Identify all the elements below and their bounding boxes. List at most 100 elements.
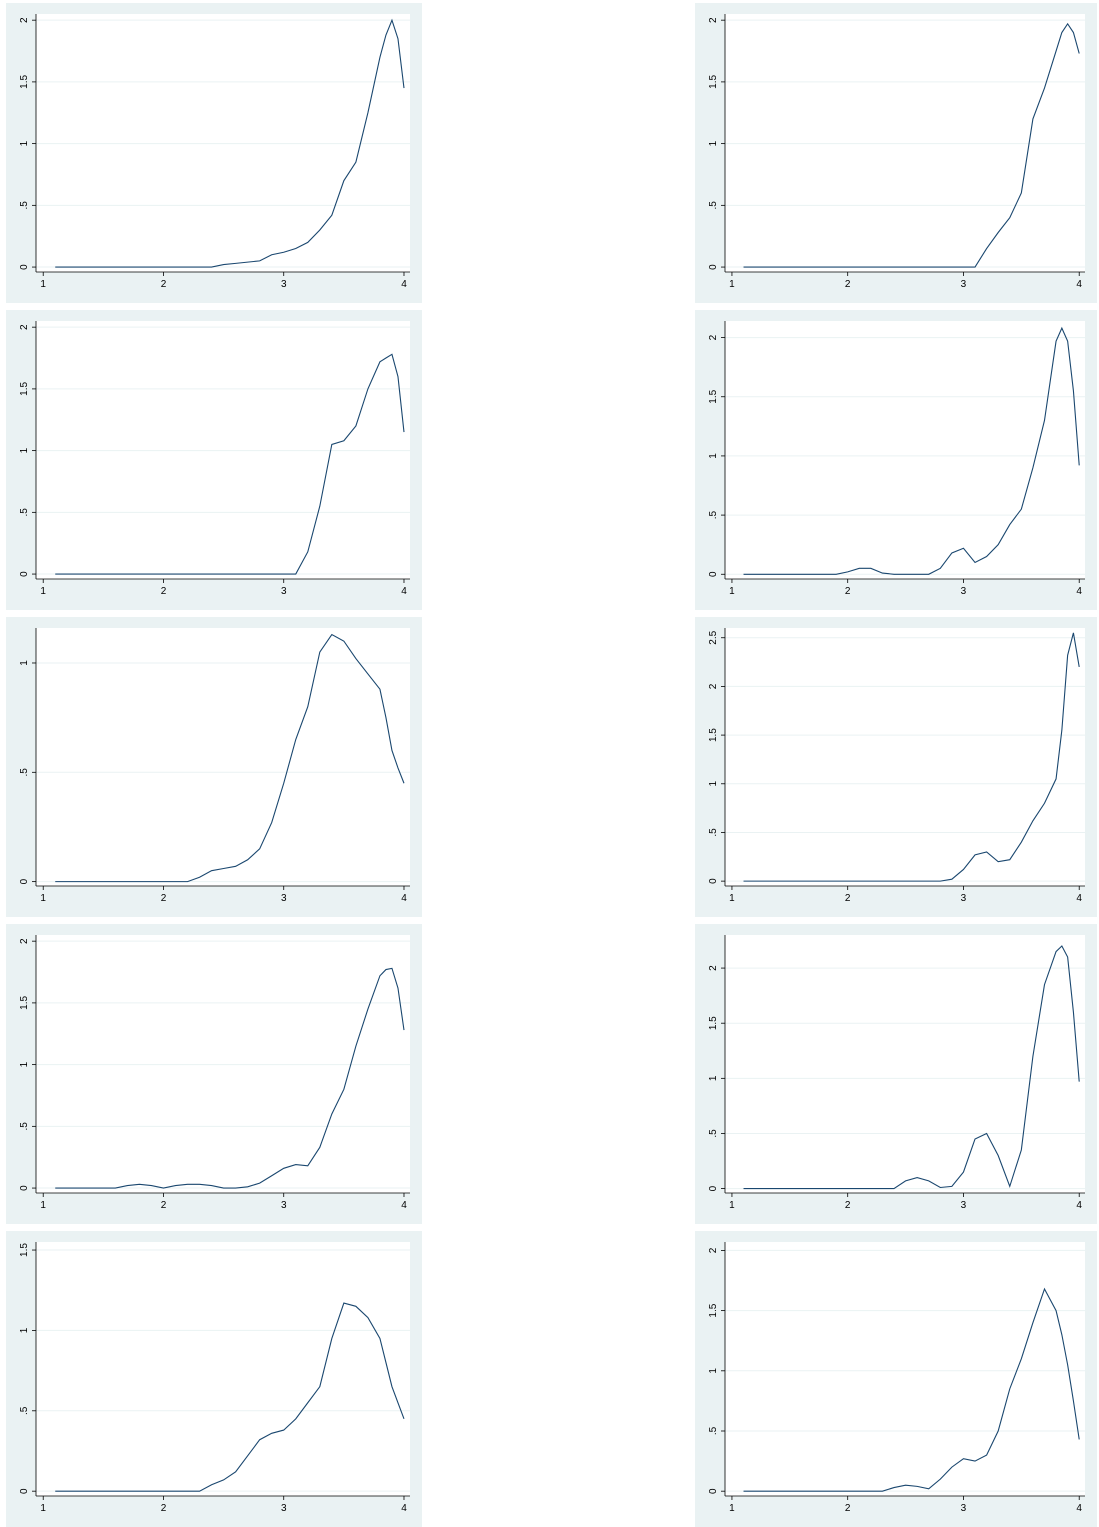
x-tick-label: 4 — [401, 893, 407, 904]
panel: 0 .5 1 1.5 2 1 2 3 4 — [6, 3, 422, 303]
plot-area — [725, 628, 1085, 886]
panel: 0 .5 1 1.5 2 1 2 3 4 — [695, 1231, 1097, 1527]
y-tick-label: 2 — [19, 324, 30, 330]
x-tick-label: 4 — [1076, 586, 1082, 597]
x-tick-label: 3 — [281, 279, 287, 290]
density-line — [743, 1287, 1080, 1492]
panel: 0 .5 1 1.5 2 1 2 3 4 — [695, 3, 1097, 303]
plot-area — [725, 935, 1085, 1193]
panel: 0 .5 1 1 2 3 4 — [6, 617, 422, 917]
y-tick-label: 1 — [708, 1075, 719, 1081]
x-tick-label: 2 — [161, 1200, 167, 1211]
y-tick-label: 2 — [708, 1247, 719, 1253]
y-tick-label: 1.5 — [708, 728, 719, 742]
y-tick-label: 1 — [19, 1327, 30, 1333]
x-tick-label: 2 — [845, 586, 851, 597]
y-tick-label: 0 — [708, 1185, 719, 1191]
x-tick-label: 4 — [401, 1503, 407, 1514]
x-tick-label: 1 — [40, 1503, 46, 1514]
x-tick-label: 1 — [40, 586, 46, 597]
panel: 0 .5 1 1.5 2 1 2 3 4 — [695, 924, 1097, 1224]
y-tick-label: 1.5 — [19, 382, 30, 396]
density-line — [743, 22, 1080, 268]
x-tick-label: 3 — [961, 586, 967, 597]
density-line — [743, 945, 1080, 1190]
y-tick-label: .5 — [19, 508, 30, 517]
x-tick-label: 1 — [40, 893, 46, 904]
plot-area — [36, 628, 410, 886]
y-tick-label: 2 — [19, 17, 30, 23]
panel: 0 .5 1 1.5 2 1 2 3 4 — [695, 310, 1097, 610]
x-tick-label: 3 — [961, 1503, 967, 1514]
x-tick-label: 4 — [1076, 893, 1082, 904]
y-tick-label: 0 — [708, 878, 719, 884]
y-tick-label: 2 — [708, 334, 719, 340]
x-tick-label: 2 — [845, 279, 851, 290]
y-tick-label: 1.5 — [708, 1016, 719, 1030]
y-tick-label: 0 — [708, 264, 719, 270]
y-tick-label: 1 — [708, 140, 719, 146]
plot-area — [725, 14, 1085, 272]
y-tick-label: .5 — [708, 1426, 719, 1435]
x-tick-label: 1 — [729, 279, 735, 290]
x-tick-label: 2 — [161, 279, 167, 290]
x-tick-label: 4 — [401, 586, 407, 597]
y-tick-label: .5 — [19, 1122, 30, 1131]
x-tick-label: 2 — [845, 1503, 851, 1514]
y-tick-label: 1 — [708, 1368, 719, 1374]
x-tick-label: 3 — [281, 893, 287, 904]
x-tick-label: 3 — [961, 279, 967, 290]
y-tick-label: .5 — [708, 1129, 719, 1138]
x-tick-label: 2 — [161, 893, 167, 904]
y-tick-label: .5 — [19, 201, 30, 210]
y-tick-label: 2 — [19, 938, 30, 944]
x-tick-label: 2 — [161, 1503, 167, 1514]
plot-area — [36, 1242, 410, 1496]
plot-area — [36, 935, 410, 1193]
x-tick-label: 4 — [401, 1200, 407, 1211]
x-tick-label: 4 — [1076, 1200, 1082, 1211]
x-tick-label: 1 — [40, 1200, 46, 1211]
x-tick-label: 4 — [401, 279, 407, 290]
y-tick-label: 2 — [708, 965, 719, 971]
density-line — [55, 353, 405, 575]
y-tick-label: 2 — [708, 683, 719, 689]
density-line — [55, 1302, 405, 1492]
y-tick-label: .5 — [19, 1406, 30, 1415]
x-tick-label: 4 — [1076, 279, 1082, 290]
y-tick-label: 1 — [19, 1061, 30, 1067]
y-tick-label: 0 — [708, 571, 719, 577]
x-tick-label: 3 — [961, 893, 967, 904]
density-line — [55, 18, 405, 268]
y-tick-label: 1.5 — [19, 1243, 30, 1257]
density-line — [743, 632, 1080, 882]
y-tick-label: 1 — [708, 781, 719, 787]
y-tick-label: 0 — [19, 1488, 30, 1494]
y-tick-label: 1 — [19, 447, 30, 453]
y-tick-label: 0 — [19, 571, 30, 577]
panel: 0 .5 1 1.5 2 1 2 3 4 — [6, 310, 422, 610]
y-tick-label: 1.5 — [708, 1303, 719, 1317]
plot-area — [36, 14, 410, 272]
density-line — [743, 326, 1080, 575]
y-tick-label: 0 — [19, 878, 30, 884]
x-tick-label: 1 — [40, 279, 46, 290]
x-tick-label: 1 — [729, 893, 735, 904]
y-tick-label: 1.5 — [19, 996, 30, 1010]
y-tick-label: 2 — [708, 17, 719, 23]
x-tick-label: 1 — [729, 586, 735, 597]
y-tick-label: 1 — [19, 660, 30, 666]
x-tick-label: 2 — [845, 1200, 851, 1211]
x-tick-label: 3 — [961, 1200, 967, 1211]
x-tick-label: 1 — [729, 1200, 735, 1211]
y-tick-label: .5 — [19, 768, 30, 777]
y-tick-label: .5 — [708, 510, 719, 519]
x-tick-label: 2 — [845, 893, 851, 904]
density-line — [55, 633, 405, 883]
y-tick-label: 1.5 — [19, 75, 30, 89]
plot-area — [36, 321, 410, 579]
x-tick-label: 3 — [281, 1200, 287, 1211]
plot-area — [725, 321, 1085, 579]
y-tick-label: .5 — [708, 828, 719, 837]
